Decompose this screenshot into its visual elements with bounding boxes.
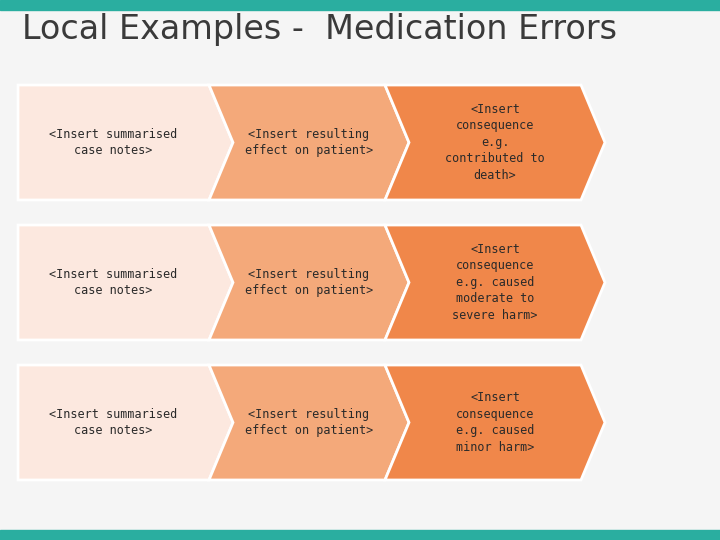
- Polygon shape: [18, 85, 233, 200]
- Polygon shape: [385, 225, 605, 340]
- Text: <Insert summarised
case notes>: <Insert summarised case notes>: [50, 408, 178, 437]
- Text: <Insert
consequence
e.g.
contributed to
death>: <Insert consequence e.g. contributed to …: [445, 103, 545, 182]
- Polygon shape: [18, 225, 233, 340]
- Polygon shape: [18, 365, 233, 480]
- Text: Local Examples -  Medication Errors: Local Examples - Medication Errors: [22, 14, 617, 46]
- Polygon shape: [209, 365, 409, 480]
- Text: <Insert resulting
effect on patient>: <Insert resulting effect on patient>: [245, 408, 373, 437]
- Text: <Insert resulting
effect on patient>: <Insert resulting effect on patient>: [245, 268, 373, 297]
- Bar: [0, 530, 720, 540]
- Polygon shape: [209, 225, 409, 340]
- Text: <Insert summarised
case notes>: <Insert summarised case notes>: [50, 128, 178, 157]
- Polygon shape: [385, 85, 605, 200]
- Text: <Insert
consequence
e.g. caused
minor harm>: <Insert consequence e.g. caused minor ha…: [456, 392, 534, 454]
- Polygon shape: [209, 85, 409, 200]
- Text: <Insert
consequence
e.g. caused
moderate to
severe harm>: <Insert consequence e.g. caused moderate…: [452, 243, 538, 322]
- Text: <Insert resulting
effect on patient>: <Insert resulting effect on patient>: [245, 128, 373, 157]
- Polygon shape: [385, 365, 605, 480]
- Bar: [0, 0, 720, 10]
- Text: <Insert summarised
case notes>: <Insert summarised case notes>: [50, 268, 178, 297]
